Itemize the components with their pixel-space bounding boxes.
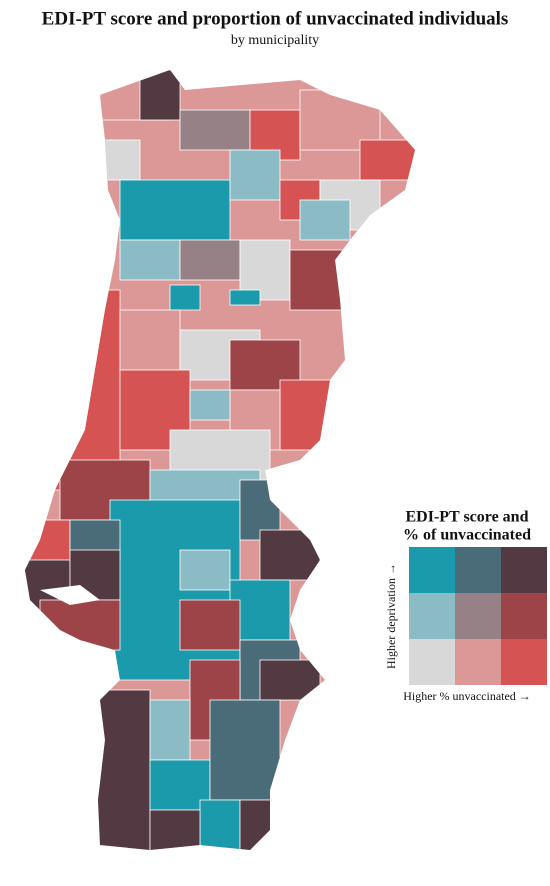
map bbox=[25, 70, 415, 850]
legend-x-label: Higher % unvaccinated → bbox=[403, 689, 531, 703]
title: EDI-PT score and proportion of unvaccina… bbox=[42, 8, 509, 29]
legend-grid bbox=[409, 547, 547, 685]
legend-cell bbox=[455, 547, 501, 593]
subtitle: by municipality bbox=[231, 33, 319, 48]
legend-cell bbox=[501, 639, 547, 685]
legend-cell bbox=[501, 593, 547, 639]
legend-cell bbox=[409, 593, 455, 639]
legend-cell bbox=[455, 639, 501, 685]
legend-cell bbox=[409, 547, 455, 593]
legend-y-label: Higher deprivation → bbox=[384, 563, 398, 669]
legend-title: % of unvaccinated bbox=[403, 527, 531, 544]
legend-title: EDI-PT score and bbox=[406, 509, 529, 526]
legend-cell bbox=[455, 593, 501, 639]
legend-cell bbox=[409, 639, 455, 685]
legend-cell bbox=[501, 547, 547, 593]
